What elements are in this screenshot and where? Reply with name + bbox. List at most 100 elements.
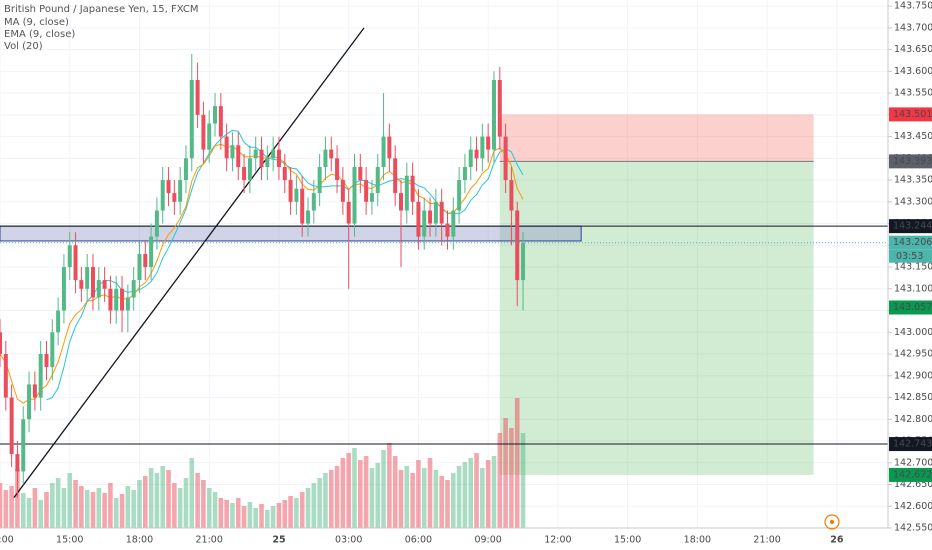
- x-tick-label: 03:00: [335, 535, 362, 546]
- volume-bar: [334, 466, 340, 528]
- x-tick-label: 18:00: [126, 535, 153, 546]
- x-tick-label: 12:00: [0, 535, 14, 546]
- price-label: 142.743: [893, 439, 932, 450]
- legend-indicator: MA (9, close): [4, 17, 69, 28]
- alert-icon-dot: [829, 519, 835, 525]
- volume-bar: [265, 510, 270, 528]
- volume-bar: [375, 463, 381, 528]
- volume-bar: [299, 492, 305, 528]
- candle-body: [323, 149, 328, 168]
- price-label-bg: [889, 235, 932, 250]
- candle-body: [149, 236, 154, 268]
- volume-bar: [183, 478, 189, 528]
- x-tick-label: 26: [830, 535, 844, 546]
- candle-body: [236, 145, 241, 168]
- candle-body: [329, 149, 334, 159]
- price-label-bg: [889, 219, 932, 234]
- candle-body: [108, 288, 113, 311]
- countdown: 03:53: [896, 251, 923, 262]
- volume-bar: [142, 476, 148, 528]
- candle-body: [451, 210, 456, 237]
- volume-bar: [15, 468, 20, 528]
- price-label: 143.501: [893, 109, 932, 120]
- candle-body: [85, 267, 90, 289]
- candle-body: [61, 267, 66, 311]
- price-label-bg: [889, 107, 932, 122]
- volume-bar: [311, 483, 317, 528]
- y-tick-label: 143.450: [894, 131, 932, 142]
- volume-bar: [137, 480, 142, 528]
- volume-bar: [131, 490, 136, 528]
- volume-bar: [381, 450, 386, 528]
- volume-bar: [520, 433, 526, 528]
- volume-bar: [294, 498, 299, 528]
- candle-body: [259, 149, 264, 168]
- y-tick-label: 143.000: [894, 327, 932, 338]
- volume-bar: [497, 433, 503, 528]
- candle-body: [50, 332, 55, 368]
- volume-bar: [224, 500, 229, 528]
- volume-bar: [427, 458, 433, 528]
- candle-body: [271, 149, 276, 159]
- x-tick-label: 21:00: [196, 535, 223, 546]
- volume-bar: [276, 503, 282, 528]
- candle-body: [398, 193, 403, 211]
- volume-bar: [108, 483, 113, 528]
- candle-body: [79, 280, 84, 289]
- volume-bar: [96, 488, 102, 528]
- volume-bar: [20, 493, 26, 528]
- candle-body: [282, 167, 287, 181]
- volume-bar: [450, 473, 456, 528]
- candle-body: [369, 193, 374, 202]
- legend-indicator: Vol (20): [4, 41, 43, 52]
- y-tick-label: 143.600: [894, 66, 932, 77]
- candle-body: [0, 332, 2, 355]
- volume-bar: [177, 488, 183, 528]
- candle-body: [416, 201, 421, 237]
- candle-body: [73, 245, 78, 281]
- candle-body: [143, 253, 148, 268]
- volume-bar: [44, 492, 49, 528]
- candle-body: [276, 149, 281, 168]
- candle-body: [166, 180, 171, 194]
- candle-body: [265, 158, 270, 168]
- y-tick-label: 142.950: [894, 349, 932, 360]
- candle-body: [311, 193, 316, 211]
- volume-bar: [323, 473, 328, 528]
- alert-icon[interactable]: [824, 514, 840, 530]
- volume-bar: [503, 418, 508, 528]
- volume-bar: [26, 498, 32, 528]
- stop-zone: [499, 114, 814, 162]
- volume-bar: [259, 504, 264, 528]
- volume-bar: [416, 460, 421, 528]
- price-label: 142.672: [893, 469, 932, 480]
- volume-bar: [358, 460, 363, 528]
- candle-body: [428, 210, 433, 224]
- price-label-bg: [889, 437, 932, 452]
- volume-bar: [241, 506, 247, 528]
- y-tick-label: 143.750: [894, 1, 932, 12]
- candle-body: [364, 180, 369, 202]
- volume-bar: [404, 466, 410, 528]
- y-tick-label: 142.600: [894, 501, 932, 512]
- volume-bar: [84, 490, 90, 528]
- y-tick-label: 143.350: [894, 175, 932, 186]
- volume-bar: [230, 503, 235, 528]
- volume-bar: [328, 470, 334, 528]
- candle-body: [393, 158, 398, 194]
- candle-body: [213, 106, 218, 124]
- candle-body: [15, 454, 20, 472]
- candle-body: [207, 123, 212, 150]
- candle-body: [486, 136, 491, 150]
- volume-bar: [445, 480, 450, 528]
- support-zone: [0, 225, 582, 242]
- candle-body: [183, 158, 188, 181]
- candle-body: [56, 310, 61, 333]
- y-tick-label: 143.150: [894, 262, 932, 273]
- volume-bar: [491, 456, 497, 528]
- y-tick-label: 143.550: [894, 88, 932, 99]
- y-tick-label: 142.700: [894, 457, 932, 468]
- x-tick-label: 15:00: [56, 535, 83, 546]
- volume-bar: [201, 480, 206, 528]
